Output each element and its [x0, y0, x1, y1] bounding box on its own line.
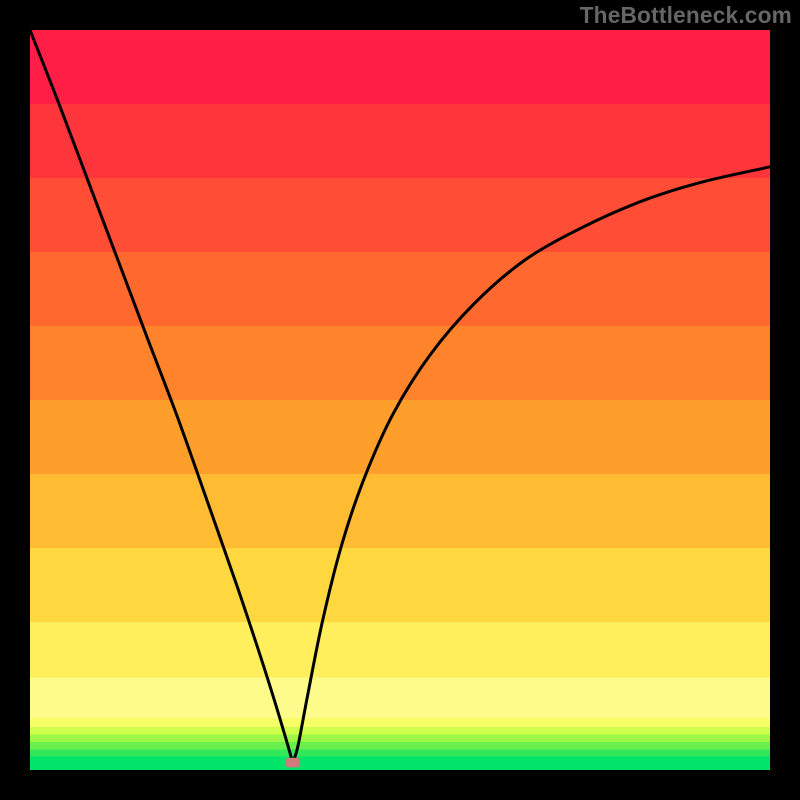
bottleneck-curve-plot — [0, 0, 800, 800]
watermark-text: TheBottleneck.com — [580, 2, 792, 29]
vertex-marker — [285, 758, 300, 768]
chart-stage: TheBottleneck.com — [0, 0, 800, 800]
